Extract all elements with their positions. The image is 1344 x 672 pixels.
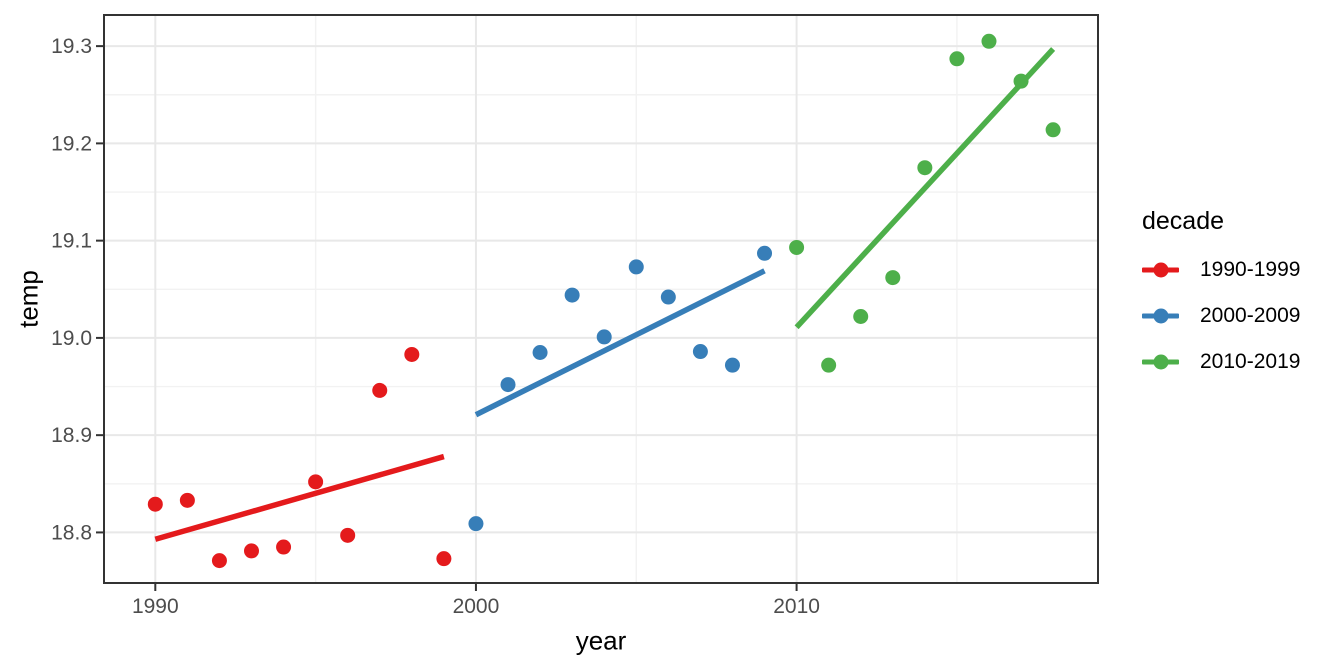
legend-key-icon <box>1142 256 1179 284</box>
x-tick-label: 2010 <box>773 595 820 618</box>
plot-panel <box>104 15 1098 583</box>
legend-key-icon <box>1142 348 1179 376</box>
data-point-2000-2009 <box>724 357 740 373</box>
legend-key-dot <box>1153 354 1168 370</box>
y-tick-label: 19.3 <box>51 35 92 58</box>
y-tick-label: 19.1 <box>51 230 92 253</box>
data-point-2000-2009 <box>757 245 773 261</box>
data-point-2010-2019 <box>789 239 805 255</box>
data-point-2010-2019 <box>949 51 965 67</box>
data-point-1990-1999 <box>243 543 259 559</box>
y-tick-label: 19.0 <box>51 327 92 350</box>
legend-key-dot <box>1153 308 1168 324</box>
data-point-2010-2019 <box>981 33 997 49</box>
data-point-1990-1999 <box>179 492 195 508</box>
data-point-1990-1999 <box>404 346 420 362</box>
legend-item-2000-2009: 2000-2009 <box>1142 302 1342 330</box>
data-point-2010-2019 <box>821 357 837 373</box>
y-tick-label: 18.9 <box>51 424 92 447</box>
trend-line-2010-2019 <box>794 47 1056 330</box>
panel-border <box>103 14 1099 584</box>
legend-item-2010-2019: 2010-2019 <box>1142 348 1342 376</box>
data-point-2000-2009 <box>596 329 612 345</box>
data-point-2010-2019 <box>885 270 901 286</box>
trend-line-1990-1999 <box>154 453 445 542</box>
legend-item-label: 1990-1999 <box>1200 258 1301 281</box>
legend-title: decade <box>1142 207 1225 235</box>
data-point-2000-2009 <box>692 344 708 360</box>
x-tick-label: 1990 <box>132 595 179 618</box>
trend-line-2000-2009 <box>474 268 766 418</box>
legend-key-icon <box>1142 302 1179 330</box>
y-axis-title: temp <box>13 270 44 328</box>
legend-item-1990-1999: 1990-1999 <box>1142 256 1342 284</box>
data-point-1990-1999 <box>211 553 227 569</box>
data-point-1990-1999 <box>276 539 292 555</box>
data-point-2000-2009 <box>660 289 676 305</box>
legend-items: 1990-1999 2000-2009 2010-2019 <box>1142 256 1342 376</box>
x-axis-title: year <box>575 625 627 656</box>
y-tick-label: 19.2 <box>51 132 92 155</box>
data-point-1990-1999 <box>340 527 356 543</box>
data-point-2000-2009 <box>468 516 484 532</box>
data-point-1990-1999 <box>436 551 452 567</box>
data-point-2010-2019 <box>853 309 869 325</box>
x-tick-label: 2000 <box>453 595 500 618</box>
data-point-1990-1999 <box>372 382 388 398</box>
data-point-2000-2009 <box>532 344 548 360</box>
data-point-2010-2019 <box>1013 73 1029 89</box>
y-tick-label: 18.8 <box>51 521 92 544</box>
legend-item-label: 2010-2019 <box>1200 350 1301 373</box>
data-point-2000-2009 <box>628 259 644 275</box>
data-point-2010-2019 <box>1045 122 1061 138</box>
data-point-1990-1999 <box>308 474 324 490</box>
data-point-2010-2019 <box>917 160 933 176</box>
data-point-1990-1999 <box>147 496 163 512</box>
data-point-2000-2009 <box>500 377 516 393</box>
legend-item-label: 2000-2009 <box>1200 304 1301 327</box>
legend-key-dot <box>1153 262 1168 278</box>
legend: decade 1990-1999 2000-2009 2010-2019 <box>1142 207 1342 394</box>
data-point-2000-2009 <box>564 287 580 303</box>
